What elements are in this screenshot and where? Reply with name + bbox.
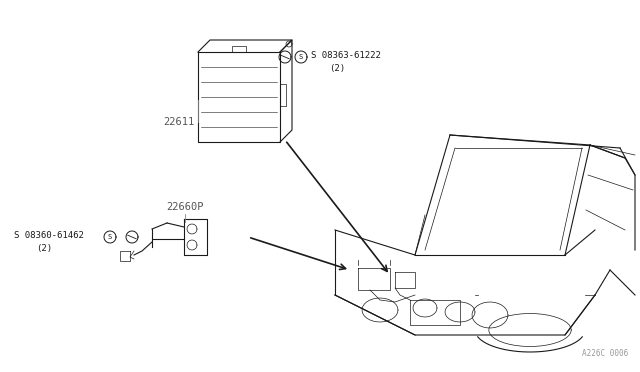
Text: 22660P: 22660P [166, 202, 204, 212]
Text: (2): (2) [36, 244, 52, 253]
Text: S 08363-61222: S 08363-61222 [311, 51, 381, 60]
Text: S: S [299, 54, 303, 60]
Text: S 08360-61462: S 08360-61462 [14, 231, 84, 240]
Text: (2): (2) [329, 64, 345, 74]
Text: 22611: 22611 [164, 117, 195, 127]
Text: S: S [108, 234, 112, 240]
Text: A226C 0006: A226C 0006 [582, 349, 628, 358]
